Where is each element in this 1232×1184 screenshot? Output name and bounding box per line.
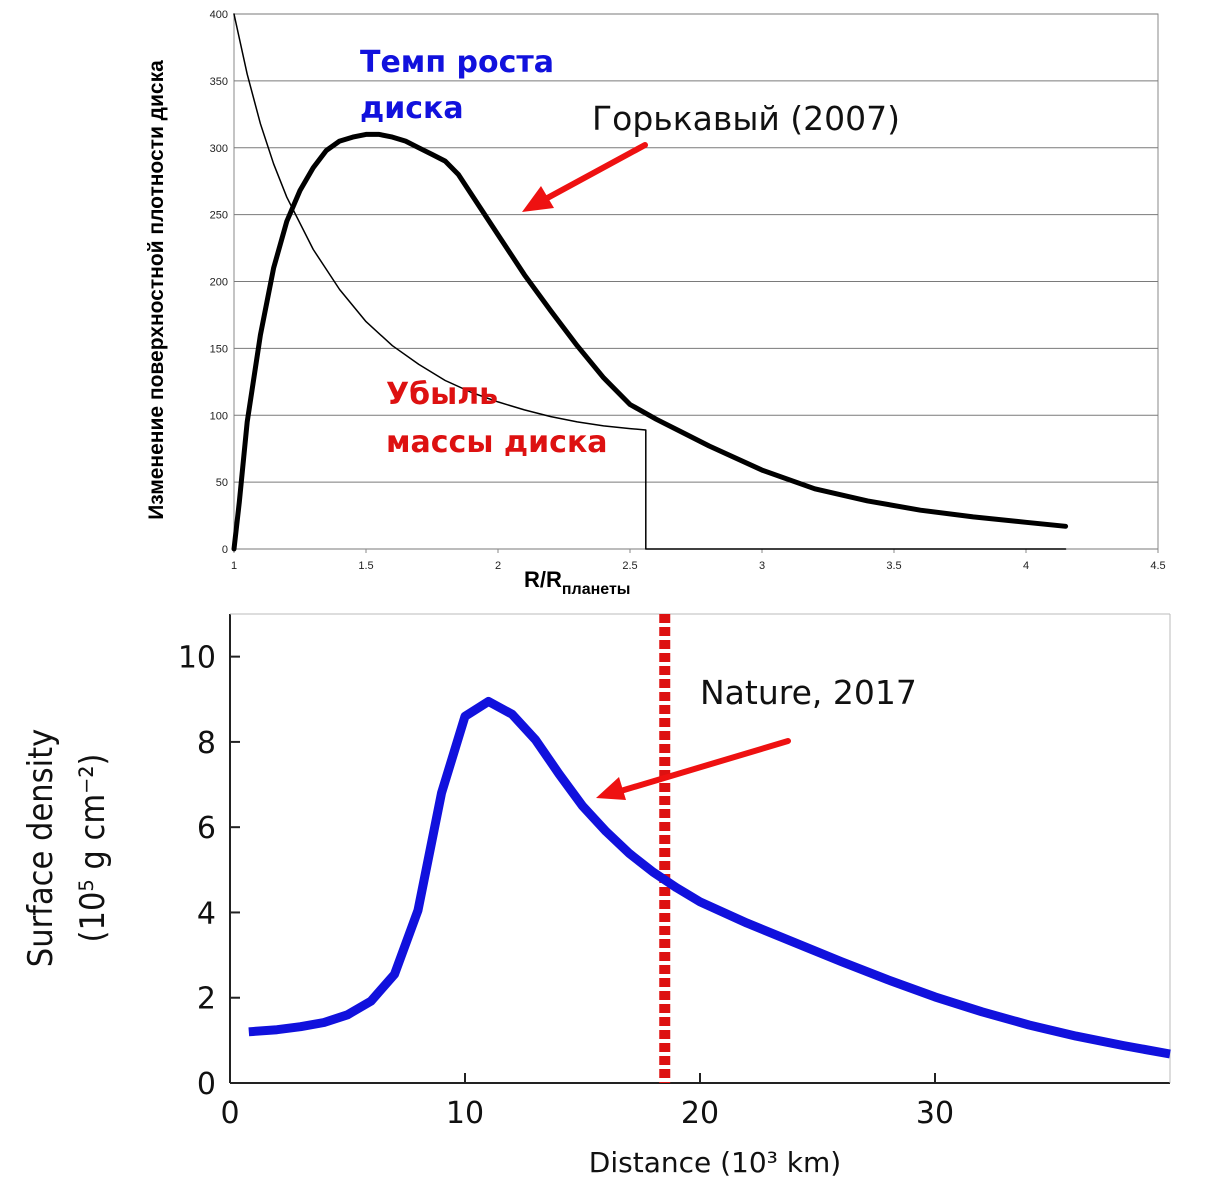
top-x-tick-label: 2 bbox=[495, 560, 501, 572]
bottom-y-tick-label: 6 bbox=[197, 811, 216, 846]
top-x-tick-label: 3.5 bbox=[886, 560, 901, 572]
top-x-axis-label-main: R/R bbox=[524, 567, 562, 592]
bottom-x-tick-label: 10 bbox=[446, 1096, 484, 1131]
bottom-x-tick-label: 20 bbox=[681, 1096, 719, 1131]
bottom-y-axis-units: (10⁵ g cm⁻²) bbox=[73, 754, 113, 943]
top-y-tick-label: 200 bbox=[210, 277, 228, 289]
top-x-tick-label: 3 bbox=[759, 560, 765, 572]
top-chart: 0 50 100 150 200 250 300 350 400 1 1.5 2 2.5 3 3.5 4 4.… bbox=[145, 9, 1166, 598]
bottom-reference-label: Nature, 2017 bbox=[700, 673, 917, 712]
top-red-arrow bbox=[522, 142, 648, 212]
mass-loss-line bbox=[233, 13, 1067, 550]
bottom-x-tick-label: 30 bbox=[916, 1096, 954, 1131]
bottom-series bbox=[248, 614, 1171, 1083]
loss-label-line1: Убыль bbox=[386, 377, 498, 412]
bottom-ticks: 0 2 4 6 8 10 0 10 20 30 bbox=[178, 641, 954, 1131]
top-y-tick-label: 350 bbox=[210, 76, 228, 88]
top-y-tick-label: 100 bbox=[210, 410, 228, 422]
top-y-tick-label: 50 bbox=[216, 477, 228, 489]
top-x-tick-label: 4 bbox=[1023, 560, 1029, 572]
top-y-tick-label: 400 bbox=[210, 9, 228, 21]
bottom-y-tick-label: 4 bbox=[197, 896, 216, 931]
top-x-tick-label: 1.5 bbox=[358, 560, 373, 572]
bottom-y-tick-label: 10 bbox=[178, 641, 216, 676]
loss-label-line2: массы диска bbox=[386, 425, 608, 460]
bottom-y-axis-label: Surface density bbox=[21, 729, 61, 967]
bottom-y-tick-label: 0 bbox=[197, 1067, 216, 1102]
top-x-tick-label: 4.5 bbox=[1150, 560, 1165, 572]
top-x-tick-labels: 1 1.5 2 2.5 3 3.5 4 4.5 bbox=[231, 549, 1166, 572]
growth-label-line1: Темп роста bbox=[360, 45, 554, 80]
top-x-tick-label: 2.5 bbox=[622, 560, 637, 572]
bottom-y-tick-label: 8 bbox=[197, 726, 216, 761]
top-x-tick-label: 1 bbox=[231, 560, 237, 572]
growth-rate-line bbox=[231, 131, 1069, 552]
top-reference-label: Горькавый (2007) bbox=[592, 99, 900, 138]
top-series bbox=[231, 13, 1069, 552]
top-x-axis-label: R/Rпланеты bbox=[524, 567, 630, 598]
bottom-chart: 0 2 4 6 8 10 0 10 20 30 Surface density (10⁵ g cm… bbox=[21, 613, 1171, 1179]
top-y-tick-label: 250 bbox=[210, 210, 228, 222]
bottom-y-tick-label: 2 bbox=[197, 982, 216, 1017]
surface-density-line bbox=[248, 696, 1171, 1059]
bottom-x-tick-label: 0 bbox=[220, 1096, 239, 1131]
top-y-axis-label: Изменение поверхностной плотности диска bbox=[145, 60, 168, 520]
bottom-x-axis-label: Distance (10³ km) bbox=[589, 1146, 841, 1179]
top-x-axis-label-sub: планеты bbox=[562, 581, 631, 598]
bottom-red-arrow bbox=[596, 738, 791, 800]
top-y-tick-label: 300 bbox=[210, 143, 228, 155]
growth-label-line2: диска bbox=[360, 91, 464, 126]
top-y-tick-label: 0 bbox=[222, 544, 228, 556]
top-y-tick-label: 150 bbox=[210, 343, 228, 355]
top-y-tick-labels: 0 50 100 150 200 250 300 350 400 bbox=[210, 9, 228, 556]
